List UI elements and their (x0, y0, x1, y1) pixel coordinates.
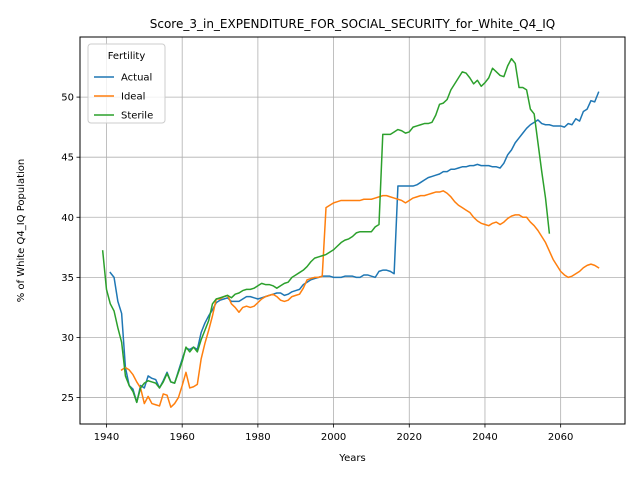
x-tick-label: 2000 (321, 432, 346, 443)
legend-box (87, 43, 166, 124)
grid (80, 37, 625, 424)
legend-title: Fertility (108, 51, 146, 62)
series-line-ideal (120, 190, 600, 408)
legend-label-sterile: Sterile (121, 111, 153, 122)
legend-label-ideal: Ideal (121, 92, 145, 103)
x-tick-label: 1960 (169, 432, 194, 443)
legend-items: Actual Ideal Sterile (94, 73, 153, 122)
axis-ticks: 1940 1960 1980 2000 2020 2040 2060 25 30 35 40 45 50 (61, 93, 573, 443)
legend-label-actual: Actual (121, 73, 152, 84)
chart-title: Score_3_in_EXPENDITURE_FOR_SOCIAL_SECURI… (150, 17, 556, 31)
x-tick-label: 1940 (94, 432, 119, 443)
plot-frame (79, 36, 626, 425)
x-tick-label: 2060 (548, 432, 573, 443)
legend: Fertility Actual Ideal Sterile (87, 43, 166, 124)
x-tick-label: 1980 (245, 432, 270, 443)
y-tick-label: 25 (61, 393, 74, 404)
y-tick-label: 35 (61, 273, 74, 284)
x-tick-label: 2040 (472, 432, 497, 443)
y-tick-label: 50 (61, 93, 74, 104)
series-lines (101, 57, 600, 408)
series-line-sterile (101, 57, 551, 404)
x-tick-label: 2020 (397, 432, 422, 443)
x-axis-label: Years (338, 453, 365, 464)
y-tick-label: 45 (61, 153, 74, 164)
y-tick-label: 30 (61, 333, 74, 344)
y-axis-label: % of White Q4_IQ Population (16, 159, 27, 303)
y-tick-label: 40 (61, 213, 74, 224)
